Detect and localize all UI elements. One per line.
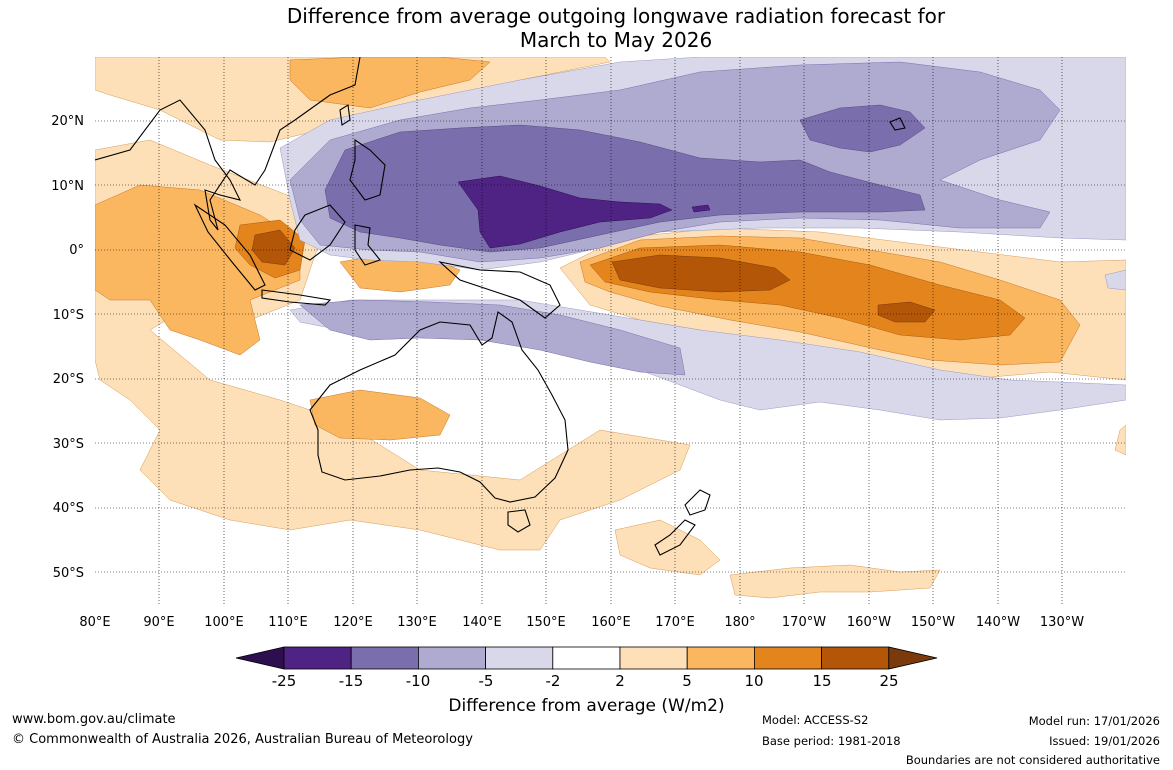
colorbar-tick-label: -5 [479,672,494,690]
lon-label: 180° [724,615,755,630]
colorbar: -25 -15 -10 -5 -2 2 5 10 15 25 [235,646,938,690]
asia-mainland-coastline [95,57,361,231]
colorbar-tick-label: -25 [272,672,297,690]
lon-label: 90°E [143,615,174,630]
graticule [95,57,1126,605]
lon-label: 80°E [79,615,110,630]
coastlines [95,57,906,556]
colorbar-segment [552,646,621,670]
lon-label: 130°E [397,615,437,630]
colorbar-segment [350,646,419,670]
pos-anomaly-region [309,389,451,441]
new-guinea-coastline [438,261,561,319]
lon-label: 150°E [526,615,566,630]
colorbar-extend-low [235,646,285,670]
lon-label: 120°E [333,615,373,630]
pos-anomaly-region [611,254,791,293]
disclaimer-text: Boundaries are not considered authoritat… [905,753,1160,767]
lon-label: 160°E [591,615,631,630]
sulawesi-coastline [354,224,381,266]
colorbar-title: Difference from average (W/m2) [448,696,725,716]
colorbar-tick-label: -2 [546,672,561,690]
colorbar-segment [619,646,688,670]
title-line-2: March to May 2026 [519,28,713,52]
colorbar-segment [417,646,486,670]
tasmania-coastline [507,509,531,533]
lon-label: 150°W [911,615,955,630]
colorbar-segment [283,646,352,670]
colorbar-segment [686,646,755,670]
borneo-coastline [289,204,346,261]
pos-anomaly-region [614,519,721,576]
longitude-labels: 80°E 90°E 100°E 110°E 120°E 130°E 140°E … [79,615,1084,630]
copyright-text: © Commonwealth of Australia 2026, Austra… [12,732,473,747]
issued-date: Issued: 19/01/2026 [1049,734,1160,748]
colorbar-tick-label: 25 [879,672,898,690]
pos-anomaly-region [877,301,936,323]
lon-label: 160°W [847,615,891,630]
model-run-date: Model run: 17/01/2026 [1028,714,1160,728]
anomaly-field [95,57,1126,605]
website-link[interactable]: www.bom.gov.au/climate [12,712,176,727]
colorbar-segment [754,646,823,670]
lon-label: 140°E [462,615,502,630]
lat-label: 50°S [53,566,84,581]
colorbar-segment [821,646,890,670]
neg-anomaly-region [457,175,673,249]
lat-label: 10°N [51,179,84,194]
title-line-1: Difference from average outgoing longwav… [286,4,946,28]
colorbar-segment [485,646,554,670]
colorbar-tick-label: 2 [615,672,625,690]
neg-anomaly-region [691,204,711,213]
lon-label: 130°W [1040,615,1084,630]
neg-anomaly-region [799,104,926,153]
colorbar-tick-label: -15 [339,672,364,690]
lat-label: 0° [69,243,84,258]
lat-label: 20°N [51,114,84,129]
hawaii-coastline [889,117,906,131]
latitude-labels: 20°N 10°N 0° 10°S 20°S 30°S 40°S 50°S [51,114,84,581]
pos-anomaly-region [1114,424,1126,456]
lon-label: 110°E [268,615,308,630]
colorbar-tick-label: 5 [682,672,692,690]
neg-anomaly-region [324,124,926,253]
colorbar-tick-label: -10 [406,672,431,690]
java-coastline [261,289,332,306]
philippines-coastline [349,138,386,201]
australia-coastline [309,311,569,503]
lat-label: 30°S [53,437,84,452]
lon-label: 140°W [976,615,1020,630]
model-name: Model: ACCESS-S2 [762,713,869,727]
neg-anomaly-region [1104,269,1126,291]
colorbar-extend-high [888,646,938,670]
colorbar-tick-label: 15 [812,672,831,690]
lat-label: 40°S [53,501,84,516]
lat-label: 10°S [53,308,84,323]
chart-title: Difference from average outgoing longwav… [0,4,1173,52]
base-period: Base period: 1981-2018 [762,734,901,748]
new-zealand-coastline [654,489,711,556]
lon-label: 100°E [204,615,244,630]
colorbar-tick-label: 10 [744,672,763,690]
pos-anomaly-region [729,564,941,599]
lon-label: 170°E [655,615,695,630]
sumatra-coastline [193,203,266,291]
lat-label: 20°S [53,372,84,387]
lon-label: 170°W [782,615,826,630]
pos-anomaly-region [289,57,491,109]
taiwan-coastline [339,104,351,126]
